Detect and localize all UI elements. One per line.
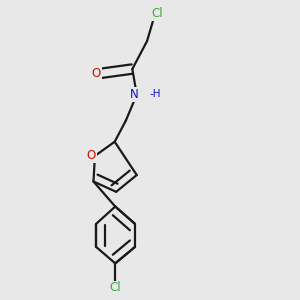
Text: Cl: Cl <box>151 7 163 20</box>
Text: N: N <box>130 88 139 101</box>
Text: -H: -H <box>149 89 160 99</box>
Text: O: O <box>92 67 101 80</box>
Text: Cl: Cl <box>110 281 121 294</box>
Text: O: O <box>87 149 96 162</box>
